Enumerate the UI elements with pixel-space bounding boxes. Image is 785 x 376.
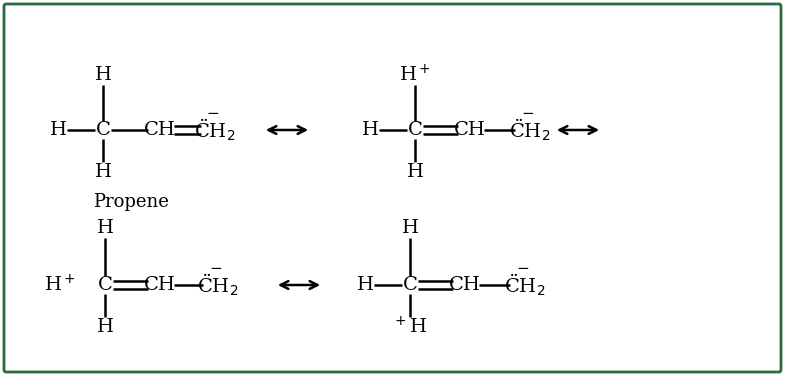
- Text: H: H: [356, 276, 374, 294]
- Text: CH: CH: [454, 121, 486, 139]
- Text: CH: CH: [144, 121, 176, 139]
- Text: H: H: [401, 219, 418, 237]
- Text: H$^+$: H$^+$: [399, 64, 431, 86]
- Text: −: −: [517, 262, 529, 276]
- Text: C: C: [96, 121, 111, 139]
- FancyBboxPatch shape: [4, 4, 781, 372]
- Text: −: −: [210, 262, 222, 276]
- Text: C: C: [97, 276, 112, 294]
- Text: −: −: [206, 107, 219, 121]
- Text: −: −: [521, 107, 535, 121]
- Text: H: H: [94, 163, 111, 181]
- Text: CH: CH: [144, 276, 176, 294]
- Text: H: H: [362, 121, 378, 139]
- Text: H: H: [97, 318, 114, 336]
- Text: $\mathregular{\ddot{C}}$H$_2$: $\mathregular{\ddot{C}}$H$_2$: [509, 117, 551, 143]
- Text: C: C: [403, 276, 418, 294]
- Text: $\mathregular{\ddot{C}}$H$_2$: $\mathregular{\ddot{C}}$H$_2$: [195, 117, 236, 143]
- Text: H: H: [407, 163, 423, 181]
- Text: H: H: [97, 219, 114, 237]
- Text: $\mathregular{\ddot{C}}$H$_2$: $\mathregular{\ddot{C}}$H$_2$: [504, 272, 546, 298]
- Text: $^+$H: $^+$H: [392, 316, 428, 338]
- Text: Propene: Propene: [93, 193, 169, 211]
- Text: H: H: [49, 121, 67, 139]
- Text: H$^+$: H$^+$: [44, 274, 76, 296]
- Text: H: H: [94, 66, 111, 84]
- Text: CH: CH: [449, 276, 481, 294]
- Text: $\mathregular{\ddot{C}}$H$_2$: $\mathregular{\ddot{C}}$H$_2$: [197, 272, 239, 298]
- Text: C: C: [407, 121, 422, 139]
